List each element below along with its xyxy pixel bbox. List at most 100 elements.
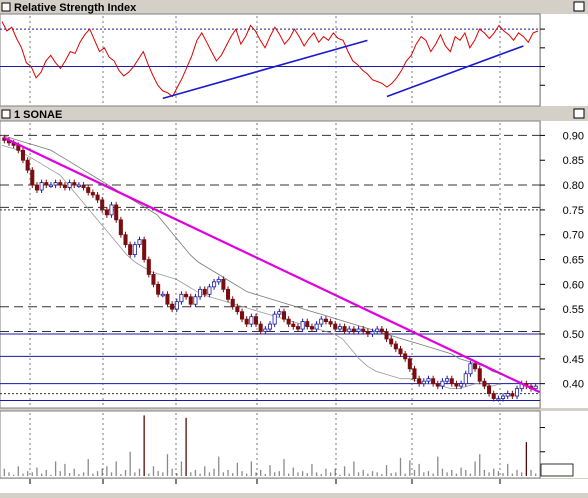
price-tick-label: 0.85: [563, 155, 584, 167]
candle-body: [417, 378, 422, 385]
candle-body: [356, 328, 361, 332]
candle-body: [142, 239, 147, 260]
candle-body: [328, 321, 333, 325]
price-tick-label: 0.65: [563, 255, 584, 267]
candle-body: [72, 182, 77, 186]
price-layer: 0.40 0.45 0.50 0.55 0.60 0.65 0.70 0.75 0.80 0.85…: [0, 123, 584, 406]
price-panel-box-icon[interactable]: [1, 109, 11, 119]
candle-body: [193, 296, 198, 305]
candle-body: [114, 204, 119, 221]
candle-body: [244, 318, 249, 325]
rsi-trend-line: [162, 39, 368, 100]
candle-body: [30, 169, 35, 186]
volume-layer: [3, 413, 574, 477]
candle-body: [25, 159, 30, 171]
price-tick-label: 0.60: [563, 279, 584, 291]
candle-body: [501, 395, 506, 399]
rsi-panel-box-icon[interactable]: [1, 2, 11, 12]
candle-body: [440, 380, 445, 387]
candle-body: [291, 323, 296, 327]
candle-body: [342, 326, 347, 332]
candle-body: [426, 378, 431, 382]
candle-body: [109, 204, 114, 216]
price-tick-label: 0.75: [563, 205, 584, 217]
candle-body: [179, 293, 184, 303]
candle-body: [370, 331, 375, 335]
candle-body: [95, 194, 100, 201]
candle-body: [53, 182, 58, 186]
price-trend-line: [3, 136, 541, 394]
candle-body: [412, 368, 417, 380]
rsi-trend-line: [386, 45, 524, 98]
price-tick-label: 0.45: [563, 354, 584, 366]
moving-average-slow-line: [1, 135, 501, 375]
candle-body: [62, 184, 67, 188]
price-tick-label: 0.90: [563, 130, 584, 142]
candle-body: [398, 348, 403, 355]
candle-body: [337, 326, 342, 330]
candle-body: [361, 328, 366, 332]
candle-body: [118, 219, 123, 236]
candle-body: [90, 192, 95, 196]
price-header-bar: [0, 107, 588, 120]
candle-body: [407, 358, 412, 370]
price-tick-label: 0.50: [563, 329, 584, 341]
candle-body: [249, 316, 254, 325]
candle-body: [39, 182, 44, 191]
x-axis-strip: [0, 479, 588, 493]
candle-body: [240, 311, 245, 320]
candle-body: [281, 311, 287, 320]
candle-body: [463, 373, 468, 385]
price-tick-label: 0.80: [563, 180, 584, 192]
candle-body: [454, 383, 459, 387]
candle-body: [184, 293, 189, 298]
candle-body: [333, 323, 338, 330]
candle-body: [137, 239, 142, 246]
candle-body: [104, 209, 109, 216]
candle-body: [379, 328, 384, 332]
candle-body: [435, 383, 440, 387]
candle-body: [132, 244, 137, 255]
candle-body: [81, 184, 86, 188]
candle-body: [58, 182, 63, 186]
rsi-series-line: [1, 21, 539, 98]
candle-body: [473, 363, 478, 370]
candle-body: [482, 380, 487, 387]
candle-body: [160, 293, 165, 297]
x-axis-layer: [29, 479, 501, 484]
candle-body: [267, 323, 273, 330]
candle-body: [491, 393, 496, 399]
candle-body: [449, 378, 454, 385]
candle-body: [48, 184, 53, 187]
price-tick-label: 0.40: [563, 379, 584, 391]
price-tick-label: 0.70: [563, 230, 584, 242]
candle-body: [216, 278, 221, 283]
candle-body: [156, 283, 161, 295]
rsi-panel-menu-icon[interactable]: [573, 1, 585, 12]
rsi-panel-title: Relative Strength Index: [14, 2, 137, 14]
candle-body: [128, 244, 133, 255]
candle-body: [445, 378, 450, 382]
candle-body: [221, 278, 226, 290]
candle-body: [323, 318, 328, 322]
candle-body: [459, 383, 464, 387]
candle-body: [496, 398, 501, 401]
candle-body: [309, 326, 314, 330]
candle-body: [431, 378, 436, 385]
candle-body: [202, 288, 207, 295]
candle-body: [151, 274, 156, 285]
candle-body: [421, 380, 426, 385]
candle-body: [207, 286, 212, 295]
candle-body: [212, 281, 217, 288]
candle-body: [188, 296, 193, 305]
rsi-header-bar: [0, 0, 588, 13]
candle-body: [347, 328, 352, 332]
candle-body: [510, 393, 515, 397]
price-panel-menu-icon[interactable]: [573, 108, 585, 119]
candle-body: [384, 331, 389, 340]
candle-body: [253, 316, 259, 325]
candle-body: [230, 298, 235, 308]
candle-body: [487, 385, 492, 394]
price-axis-area: [541, 121, 588, 408]
